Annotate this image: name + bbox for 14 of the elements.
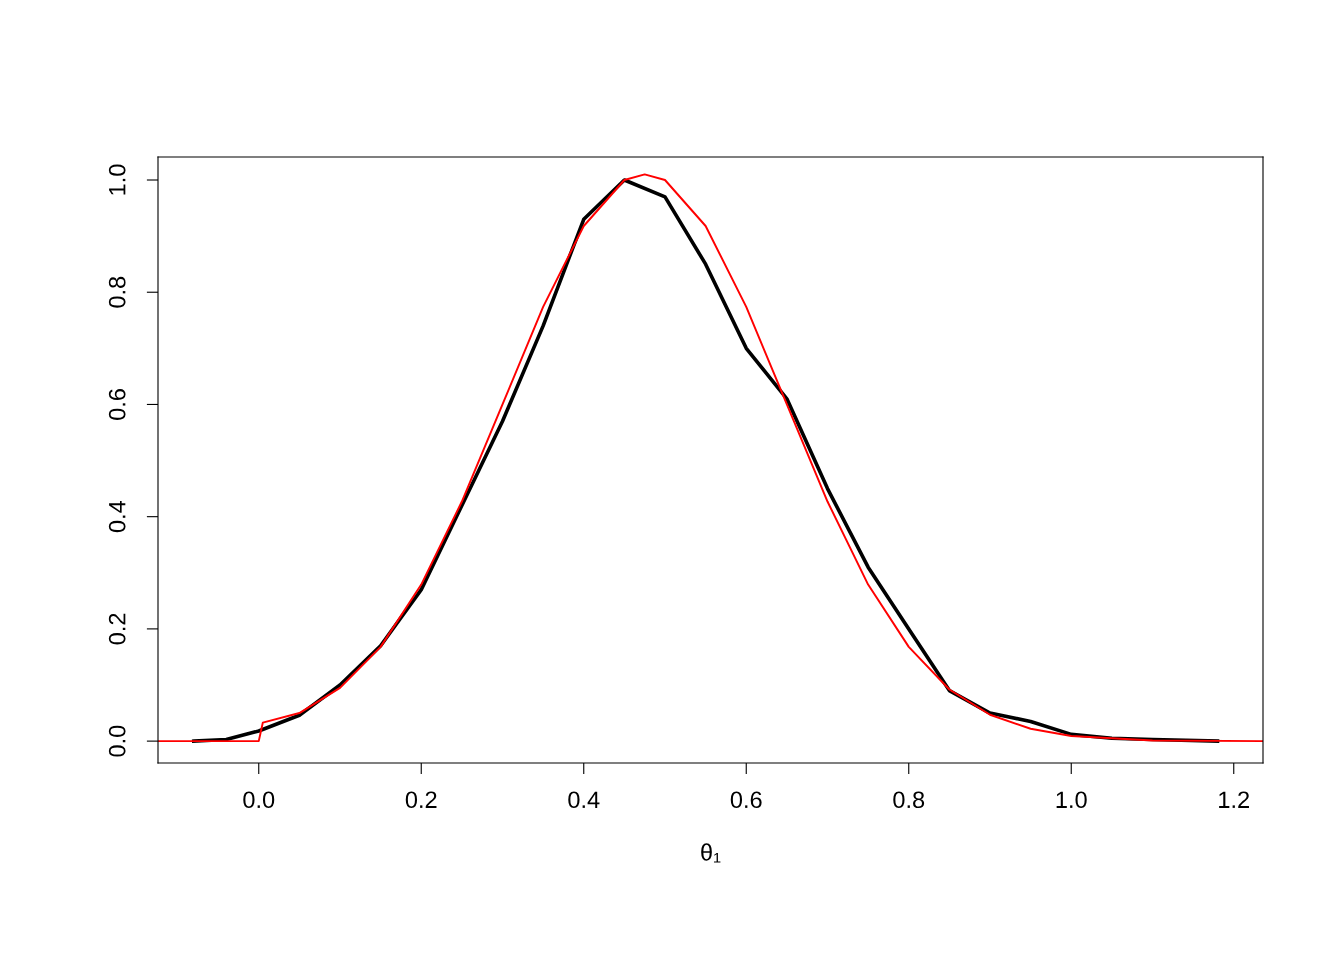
x-tick-label: 0.6	[730, 791, 762, 809]
y-tick-label: 0.2	[108, 613, 126, 645]
y-tick-label: 1.0	[108, 164, 126, 195]
x-tick-label: 0.8	[893, 791, 925, 809]
y-tick-label: 0.8	[108, 276, 126, 308]
x-tick-label: 1.2	[1219, 791, 1249, 808]
x-tick-label: 0.0	[243, 791, 275, 809]
y-tick-label: 0.6	[108, 389, 126, 420]
x-tick-label: 1.0	[1056, 791, 1087, 809]
x-axis-title: θ₁	[701, 843, 721, 863]
x-tick-label: 0.2	[405, 791, 437, 809]
x-tick-label: 0.4	[568, 791, 600, 809]
y-tick-label: 0.4	[108, 500, 126, 533]
y-tick-label: 0.0	[108, 725, 126, 757]
